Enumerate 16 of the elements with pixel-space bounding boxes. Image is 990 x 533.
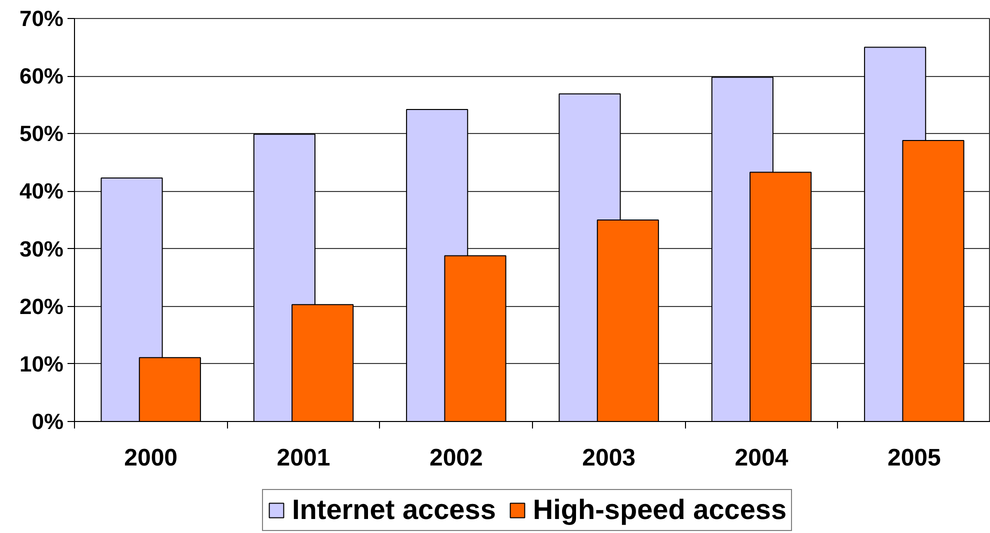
y-tick-label: 20% <box>19 294 64 319</box>
y-tick-label: 30% <box>19 236 64 262</box>
y-tick-label: 40% <box>19 178 64 204</box>
x-tick-label: 2005 <box>887 444 941 472</box>
y-tick-label: 0% <box>32 409 64 434</box>
x-tick-label: 2003 <box>582 444 636 472</box>
x-tick-label: 2004 <box>734 444 789 472</box>
y-tick-label: 60% <box>19 64 64 89</box>
y-tick-label: 50% <box>19 121 64 146</box>
y-tick-label: 10% <box>19 351 64 376</box>
legend-label: High-speed access <box>532 494 787 526</box>
legend-label: Internet access <box>292 494 496 526</box>
x-tick-label: 2001 <box>276 444 330 472</box>
x-tick-label: 2002 <box>429 444 483 472</box>
y-tick-label: 70% <box>19 6 64 31</box>
x-tick-label: 2000 <box>124 444 178 472</box>
